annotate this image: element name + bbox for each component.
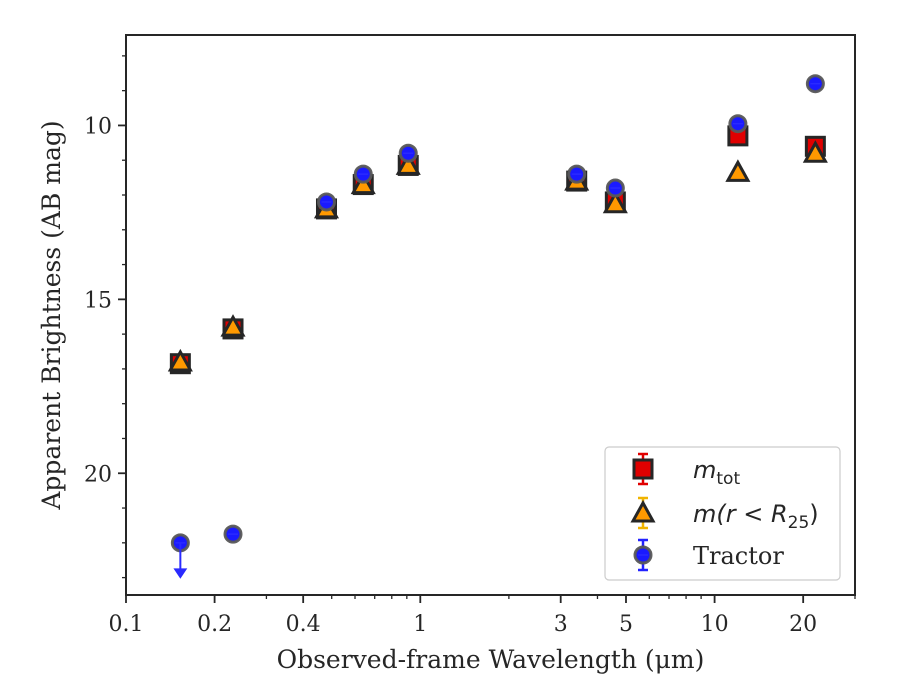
point-triangle <box>395 152 421 175</box>
point-triangle <box>220 314 246 337</box>
x-tick-label: 10 <box>701 612 729 637</box>
y-tick-label: 15 <box>84 288 112 313</box>
point-triangle <box>602 190 628 214</box>
y-tick-label: 20 <box>84 462 112 487</box>
point-triangle <box>167 348 193 372</box>
series-triangle <box>167 140 828 372</box>
y-tick-label: 10 <box>84 114 112 139</box>
x-axis-label: Observed-frame Wavelength (μm) <box>277 645 705 674</box>
legend-label-triangle: m(r < R25) <box>693 500 819 533</box>
series-square <box>169 125 826 375</box>
legend-box <box>604 446 841 581</box>
x-tick-label: 3 <box>554 612 568 637</box>
data-markers <box>167 74 828 579</box>
legend-label-circle: Tractor <box>693 542 784 570</box>
legend: mtot m(r < R25) Tractor <box>604 446 841 581</box>
x-axis: 0.1 0.2 0.4 1 3 5 10 20 <box>109 595 856 637</box>
point-triangle <box>802 140 828 163</box>
series-circle <box>170 74 825 579</box>
plot-frame <box>125 34 856 596</box>
legend-marker-triangle <box>630 499 656 523</box>
legend-marker-square <box>632 458 654 480</box>
x-tick-label: 20 <box>789 612 817 637</box>
y-axis: 10 15 20 <box>84 55 126 579</box>
x-tick-label: 5 <box>619 612 633 637</box>
x-tick-label: 0.2 <box>197 612 232 637</box>
point-triangle <box>725 159 751 182</box>
legend-label-square: mtot <box>693 456 740 489</box>
x-tick-label: 1 <box>413 612 427 637</box>
plot-border <box>125 34 856 596</box>
x-tick-label: 0.4 <box>286 612 321 637</box>
y-axis-label: Apparent Brightness (AB mag) <box>37 120 66 510</box>
upper-limit-arrowhead <box>173 568 188 579</box>
x-tick-label: 0.1 <box>109 612 144 637</box>
